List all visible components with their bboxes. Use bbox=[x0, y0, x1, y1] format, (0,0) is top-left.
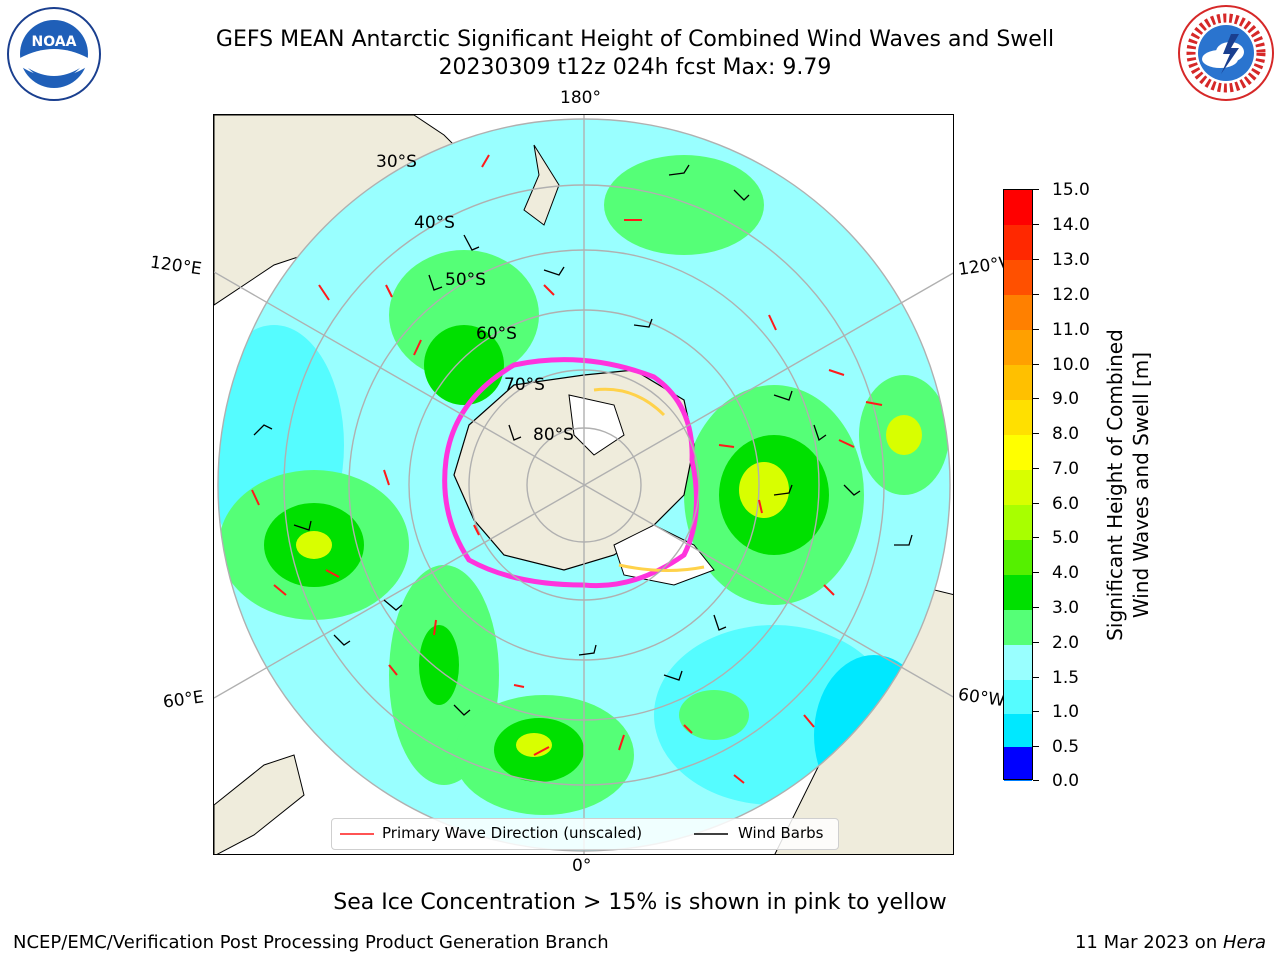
footer-right: 11 Mar 2023 on Hera bbox=[1075, 932, 1266, 953]
land-new-zealand bbox=[523, 144, 560, 226]
colorbar-tick-label: 13.0 bbox=[1052, 250, 1090, 270]
nws-logo bbox=[1178, 5, 1274, 101]
wind-barbs bbox=[253, 164, 913, 716]
colorbar-tick bbox=[1033, 607, 1039, 608]
lon-label-180: 180° bbox=[560, 88, 601, 108]
lon-label-60e: 60°E bbox=[161, 687, 206, 713]
colorbar-tick bbox=[1033, 746, 1039, 747]
colorbar-segment bbox=[1004, 365, 1032, 400]
colorbar-tick bbox=[1033, 224, 1039, 225]
footer-host: Hera bbox=[1222, 932, 1266, 953]
colorbar-tick bbox=[1033, 189, 1039, 190]
colorbar-tick bbox=[1033, 711, 1039, 712]
colorbar-tick-label: 15.0 bbox=[1052, 180, 1090, 200]
title-line-2: 20230309 t12z 024h fcst Max: 9.79 bbox=[438, 55, 832, 80]
lat-label-50s: 50°S bbox=[445, 270, 486, 290]
wave-arrows bbox=[251, 154, 883, 784]
colorbar-tick-label: 1.0 bbox=[1052, 702, 1080, 722]
lat-label-70s: 70°S bbox=[504, 375, 545, 395]
colorbar-segment bbox=[1004, 295, 1032, 330]
colorbar-title-line-2: Wind Waves and Swell [m] bbox=[1129, 351, 1153, 619]
colorbar-tick-label: 0.5 bbox=[1052, 737, 1080, 757]
noaa-logo: NOAA bbox=[7, 7, 101, 101]
colorbar-tick bbox=[1033, 677, 1039, 678]
sea-ice-note: Sea Ice Concentration > 15% is shown in … bbox=[333, 890, 947, 915]
lat-label-60s: 60°S bbox=[476, 324, 517, 344]
colorbar-tick bbox=[1033, 329, 1039, 330]
colorbar-segment bbox=[1004, 680, 1032, 714]
legend-wind-label: Wind Barbs bbox=[738, 824, 824, 842]
colorbar-tick-label: 10.0 bbox=[1052, 355, 1090, 375]
colorbar-tick bbox=[1033, 503, 1039, 504]
lon-label-0: 0° bbox=[572, 856, 592, 876]
colorbar-tick-label: 0.0 bbox=[1052, 771, 1080, 791]
colorbar-tick-label: 14.0 bbox=[1052, 215, 1090, 235]
map-panel: 30°S 40°S 50°S 60°S 70°S 80°S bbox=[213, 114, 954, 855]
colorbar-segment bbox=[1004, 540, 1032, 575]
colorbar-tick-label: 11.0 bbox=[1052, 320, 1090, 340]
lat-label-30s: 30°S bbox=[376, 152, 417, 172]
colorbar-segment bbox=[1004, 225, 1032, 260]
legend-wind-swatch bbox=[694, 833, 728, 835]
colorbar-tick bbox=[1033, 468, 1039, 469]
colorbar-segment bbox=[1004, 400, 1032, 435]
colorbar-tick bbox=[1033, 572, 1039, 573]
colorbar-tick bbox=[1033, 398, 1039, 399]
land-africa bbox=[214, 754, 305, 854]
colorbar-segment bbox=[1004, 435, 1032, 470]
title-line-1: GEFS MEAN Antarctic Significant Height o… bbox=[215, 27, 1055, 52]
lon-label-120e: 120°E bbox=[148, 252, 203, 280]
chart-title: GEFS MEAN Antarctic Significant Height o… bbox=[120, 26, 1150, 82]
colorbar-segment-bottom bbox=[1003, 747, 1033, 780]
colorbar-tick-label: 3.0 bbox=[1052, 598, 1080, 618]
colorbar-tick bbox=[1033, 780, 1039, 781]
colorbar-segment bbox=[1004, 714, 1032, 748]
colorbar-tick-label: 6.0 bbox=[1052, 494, 1080, 514]
colorbar-segment bbox=[1004, 330, 1032, 365]
lon-label-60w: 60°W bbox=[956, 684, 1007, 712]
colorbar-segment bbox=[1004, 610, 1032, 645]
map-legend: Primary Wave Direction (unscaled) Wind B… bbox=[331, 818, 839, 850]
colorbar bbox=[1003, 189, 1033, 781]
colorbar-segment bbox=[1004, 575, 1032, 610]
footer-date: 11 Mar 2023 on bbox=[1074, 932, 1223, 953]
legend-wave-label: Primary Wave Direction (unscaled) bbox=[382, 824, 643, 842]
colorbar-tick bbox=[1033, 433, 1039, 434]
colorbar-tick bbox=[1033, 537, 1039, 538]
colorbar-tick-label: 9.0 bbox=[1052, 389, 1080, 409]
legend-wave-swatch bbox=[340, 833, 374, 835]
colorbar-title: Significant Height of Combined Wind Wave… bbox=[1102, 285, 1154, 685]
colorbar-segment bbox=[1004, 260, 1032, 295]
colorbar-tick-label: 2.0 bbox=[1052, 633, 1080, 653]
colorbar-tick-label: 12.0 bbox=[1052, 285, 1090, 305]
colorbar-tick bbox=[1033, 259, 1039, 260]
colorbar-tick bbox=[1033, 364, 1039, 365]
lat-label-40s: 40°S bbox=[414, 213, 455, 233]
colorbar-tick-label: 4.0 bbox=[1052, 563, 1080, 583]
polar-map bbox=[214, 115, 953, 854]
land-antarctica bbox=[453, 369, 695, 571]
colorbar-segment bbox=[1004, 645, 1032, 680]
noaa-logo-text: NOAA bbox=[32, 34, 77, 50]
colorbar-tick-label: 8.0 bbox=[1052, 424, 1080, 444]
colorbar-segment bbox=[1004, 190, 1032, 225]
colorbar-tick bbox=[1033, 294, 1039, 295]
longitude-grid bbox=[214, 115, 953, 854]
lat-label-80s: 80°S bbox=[533, 425, 574, 445]
colorbar-tick-label: 5.0 bbox=[1052, 528, 1080, 548]
colorbar-title-line-1: Significant Height of Combined bbox=[1103, 329, 1127, 641]
colorbar-segment bbox=[1004, 470, 1032, 505]
sea-ice-edge bbox=[442, 357, 699, 589]
colorbar-tick-label: 1.5 bbox=[1052, 668, 1080, 688]
colorbar-tick-label: 7.0 bbox=[1052, 459, 1080, 479]
colorbar-tick bbox=[1033, 642, 1039, 643]
colorbar-segment bbox=[1004, 505, 1032, 540]
footer-left: NCEP/EMC/Verification Post Processing Pr… bbox=[13, 932, 609, 953]
